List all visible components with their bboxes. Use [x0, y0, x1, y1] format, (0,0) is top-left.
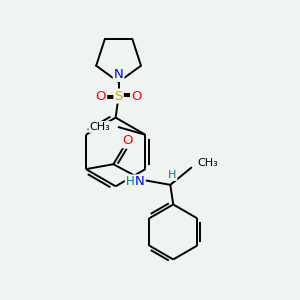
Text: N: N — [114, 68, 124, 81]
Text: CH₃: CH₃ — [89, 122, 110, 132]
Text: N: N — [135, 176, 145, 188]
Text: S: S — [114, 89, 123, 103]
Text: O: O — [122, 134, 132, 147]
Text: H: H — [126, 176, 134, 188]
Text: CH₃: CH₃ — [198, 158, 218, 168]
Text: O: O — [96, 89, 106, 103]
Text: O: O — [131, 89, 142, 103]
Text: H: H — [168, 170, 176, 180]
